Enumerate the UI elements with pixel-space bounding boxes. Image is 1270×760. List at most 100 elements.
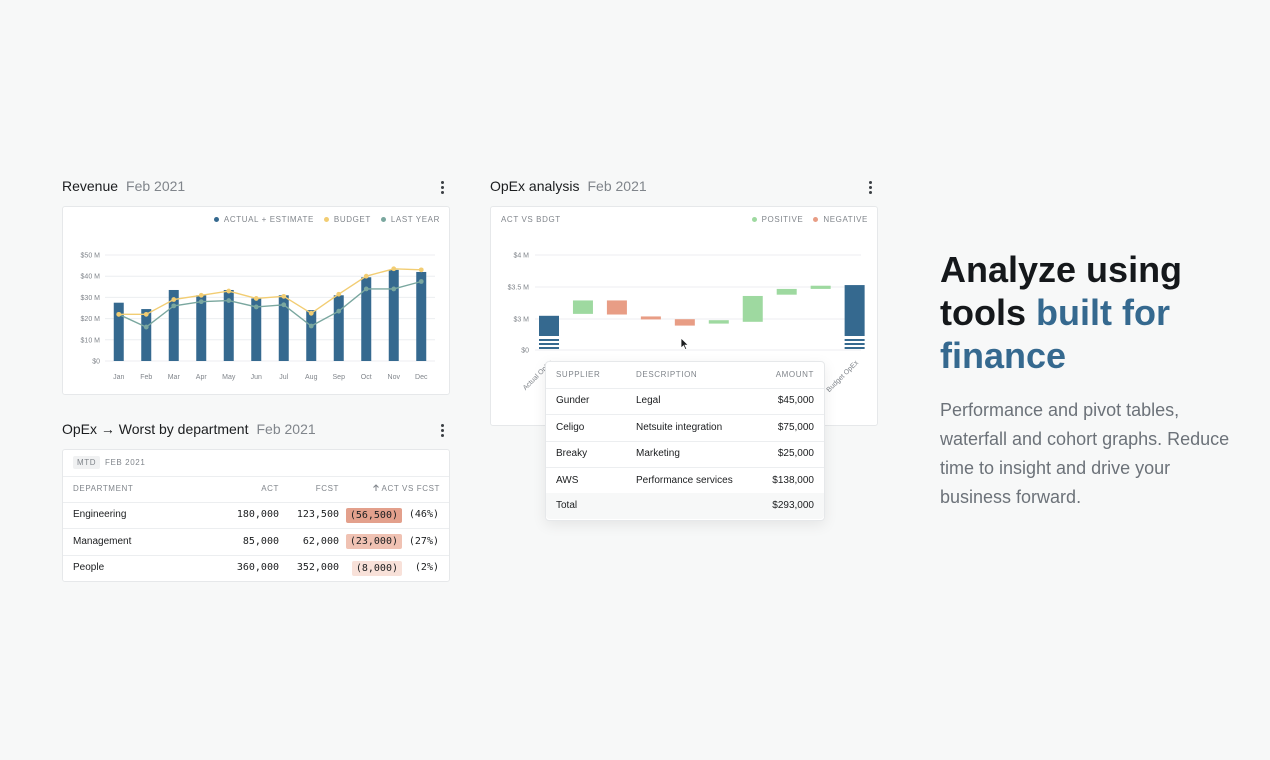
popover-row[interactable]: Celigo Netsuite integration $75,000 [546,415,824,442]
revenue-bar [278,295,289,361]
budget-point [171,297,177,302]
axis-break-mark [844,339,865,341]
dept-name: Engineering [73,509,127,520]
y-tick-label: $4 M [513,253,529,260]
supplier-name: AWS [556,474,579,486]
variance-pill: (23,000) [345,534,402,549]
budget-point [253,296,259,301]
opex-date: Feb 2021 [587,178,647,194]
dept-pct: (46%) [408,509,439,520]
x-tick-label: Jul [279,374,288,381]
revenue-date: Feb 2021 [126,178,186,194]
total-label: Total [556,500,578,511]
budget-line [118,268,422,316]
dept-fcst: 62,000 [302,535,339,547]
dept-card: MTD FEB 2021 DEPARTMENT ACT FCST ACT VS … [62,449,450,582]
last-year-point [253,304,259,310]
dept-fcst: 123,500 [296,509,339,520]
opex-more-icon[interactable] [864,179,876,195]
dept-act: 85,000 [242,535,279,547]
opex-title: OpEx analysis [490,178,580,194]
x-tick-label: Nov [388,374,401,381]
revenue-chart: $0 $10 M $20 M $30 M $40 M $50 M Jan Feb Mar Apr M… [81,253,435,381]
axis-break-mark [844,343,865,345]
legend-budget: BUDGET [323,215,371,224]
last-year-point [171,303,177,309]
waterfall-total-bar [539,315,559,336]
dept-act: 360,000 [236,562,279,573]
dept-more-icon[interactable] [436,422,448,438]
supplier-description: Legal [636,395,661,406]
x-tick-label: Budget OpEx [826,359,861,394]
y-tick-label: $3 M [513,317,529,324]
revenue-header: Revenue Feb 2021 [62,178,185,198]
waterfall-positive-bar [572,300,593,314]
y-tick-label: $3.5 M [508,285,530,292]
waterfall-positive-bar [742,295,763,322]
axis-break-mark [844,347,865,349]
last-year-point [308,323,314,329]
revenue-title: Revenue [62,178,119,194]
x-tick-label: Mar [168,374,181,381]
hero-title-accent: built for finance [940,292,1170,376]
revenue-card: ACTUAL + ESTIMATE BUDGET LAST YEAR $0 $10… [62,206,450,395]
col-department[interactable]: DEPARTMENT [73,484,134,493]
waterfall-negative-bar [674,319,695,326]
supplier-amount: $138,000 [772,474,814,486]
col-act[interactable]: ACT [261,484,279,493]
budget-point [226,288,232,294]
y-tick-label: $30 M [81,295,101,302]
last-year-point [198,299,204,305]
revenue-bar [333,295,344,361]
axis-break-mark [539,347,559,349]
waterfall-positive-bar [708,320,729,324]
waterfall-total-bar [844,285,865,336]
revenue-more-icon[interactable] [436,179,448,195]
col-fcst[interactable]: FCST [315,484,339,493]
x-tick-label: Jan [113,374,124,381]
revenue-legend: ACTUAL + ESTIMATE BUDGET LAST YEAR [213,215,440,224]
period-label: FEB 2021 [105,458,146,467]
waterfall-negative-bar [606,300,627,315]
col-act-vs-fcst[interactable]: ACT VS FCST [372,476,440,502]
x-tick-label: May [222,374,236,381]
revenue-bar [361,277,372,361]
y-tick-label: $20 M [81,316,101,323]
last-year-point [336,308,342,314]
dept-header: OpEx → Worst by department Feb 2021 [62,421,316,441]
supplier-description: Marketing [636,448,680,459]
popover-header-row: SUPPLIER DESCRIPTION AMOUNT [546,362,824,389]
dept-fcst: 352,000 [296,562,339,573]
supplier-description: Performance services [636,474,733,486]
popover-row[interactable]: Gunder Legal $45,000 [546,388,824,415]
revenue-bar [416,271,427,361]
revenue-bar [168,289,179,361]
budget-point [418,267,424,273]
waterfall-negative-bar [640,316,661,320]
budget-point [363,273,369,279]
budget-point [198,292,204,298]
supplier-name: Celigo [556,421,585,433]
supplier-name: Gunder [556,395,590,406]
period-badge[interactable]: MTD [73,456,101,469]
opex-header: OpEx analysis Feb 2021 [490,178,647,198]
revenue-bar [306,310,317,361]
x-tick-label: Aug [305,374,318,381]
x-tick-label: Dec [415,374,428,381]
dept-title: OpEx → Worst by department [62,421,249,437]
dept-row[interactable]: Engineering 180,000 123,500 (56,500) (46%) [63,502,449,529]
popover-row[interactable]: Breaky Marketing $25,000 [546,441,824,468]
x-tick-label: Apr [196,374,208,381]
supplier-amount: $75,000 [777,421,814,433]
popover-row[interactable]: AWS Performance services $138,000 [546,468,824,495]
col-amount: AMOUNT [775,370,814,379]
y-tick-label: $10 M [81,337,101,344]
y-tick-label: $0 [92,359,100,366]
x-tick-label: Feb [140,374,152,381]
variance-pill: (56,500) [345,507,402,523]
dept-row[interactable]: People 360,000 352,000 (8,000) (2%) [63,555,449,581]
dept-row[interactable]: Management 85,000 62,000 (23,000) (27%) [63,529,449,556]
dept-diff-cell: (8,000) [351,555,402,581]
budget-point [281,293,287,299]
budget-point [308,310,314,316]
